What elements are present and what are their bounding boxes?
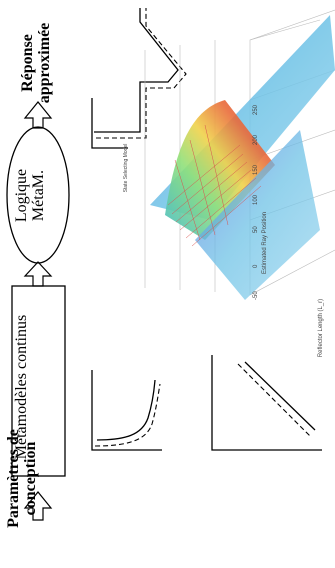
continuous-box [11,285,66,477]
svg-text:50: 50 [253,226,259,233]
svg-text:0: 0 [253,264,259,268]
svg-text:200: 200 [253,134,259,145]
arrow-ellipse-to-output [23,101,53,129]
svg-text:-50: -50 [253,291,259,300]
curve-plot-linear [211,355,322,451]
surface-plot-3d: -50 0 50 100 150 200 250 [144,9,335,300]
curve-plot-exponential [91,370,162,451]
surface-lower [195,130,320,300]
input-arrow [23,491,53,521]
response-plot [91,8,187,149]
logic-ellipse [6,126,70,264]
svg-text:150: 150 [253,164,259,175]
arrow-box-to-ellipse [23,261,53,287]
surface-ticks: -50 0 50 100 150 200 250 [253,104,259,300]
surface-hot-ridge [165,100,275,240]
svg-text:100: 100 [253,194,259,205]
surface-red-mesh [167,124,262,247]
svg-text:250: 250 [253,104,259,115]
